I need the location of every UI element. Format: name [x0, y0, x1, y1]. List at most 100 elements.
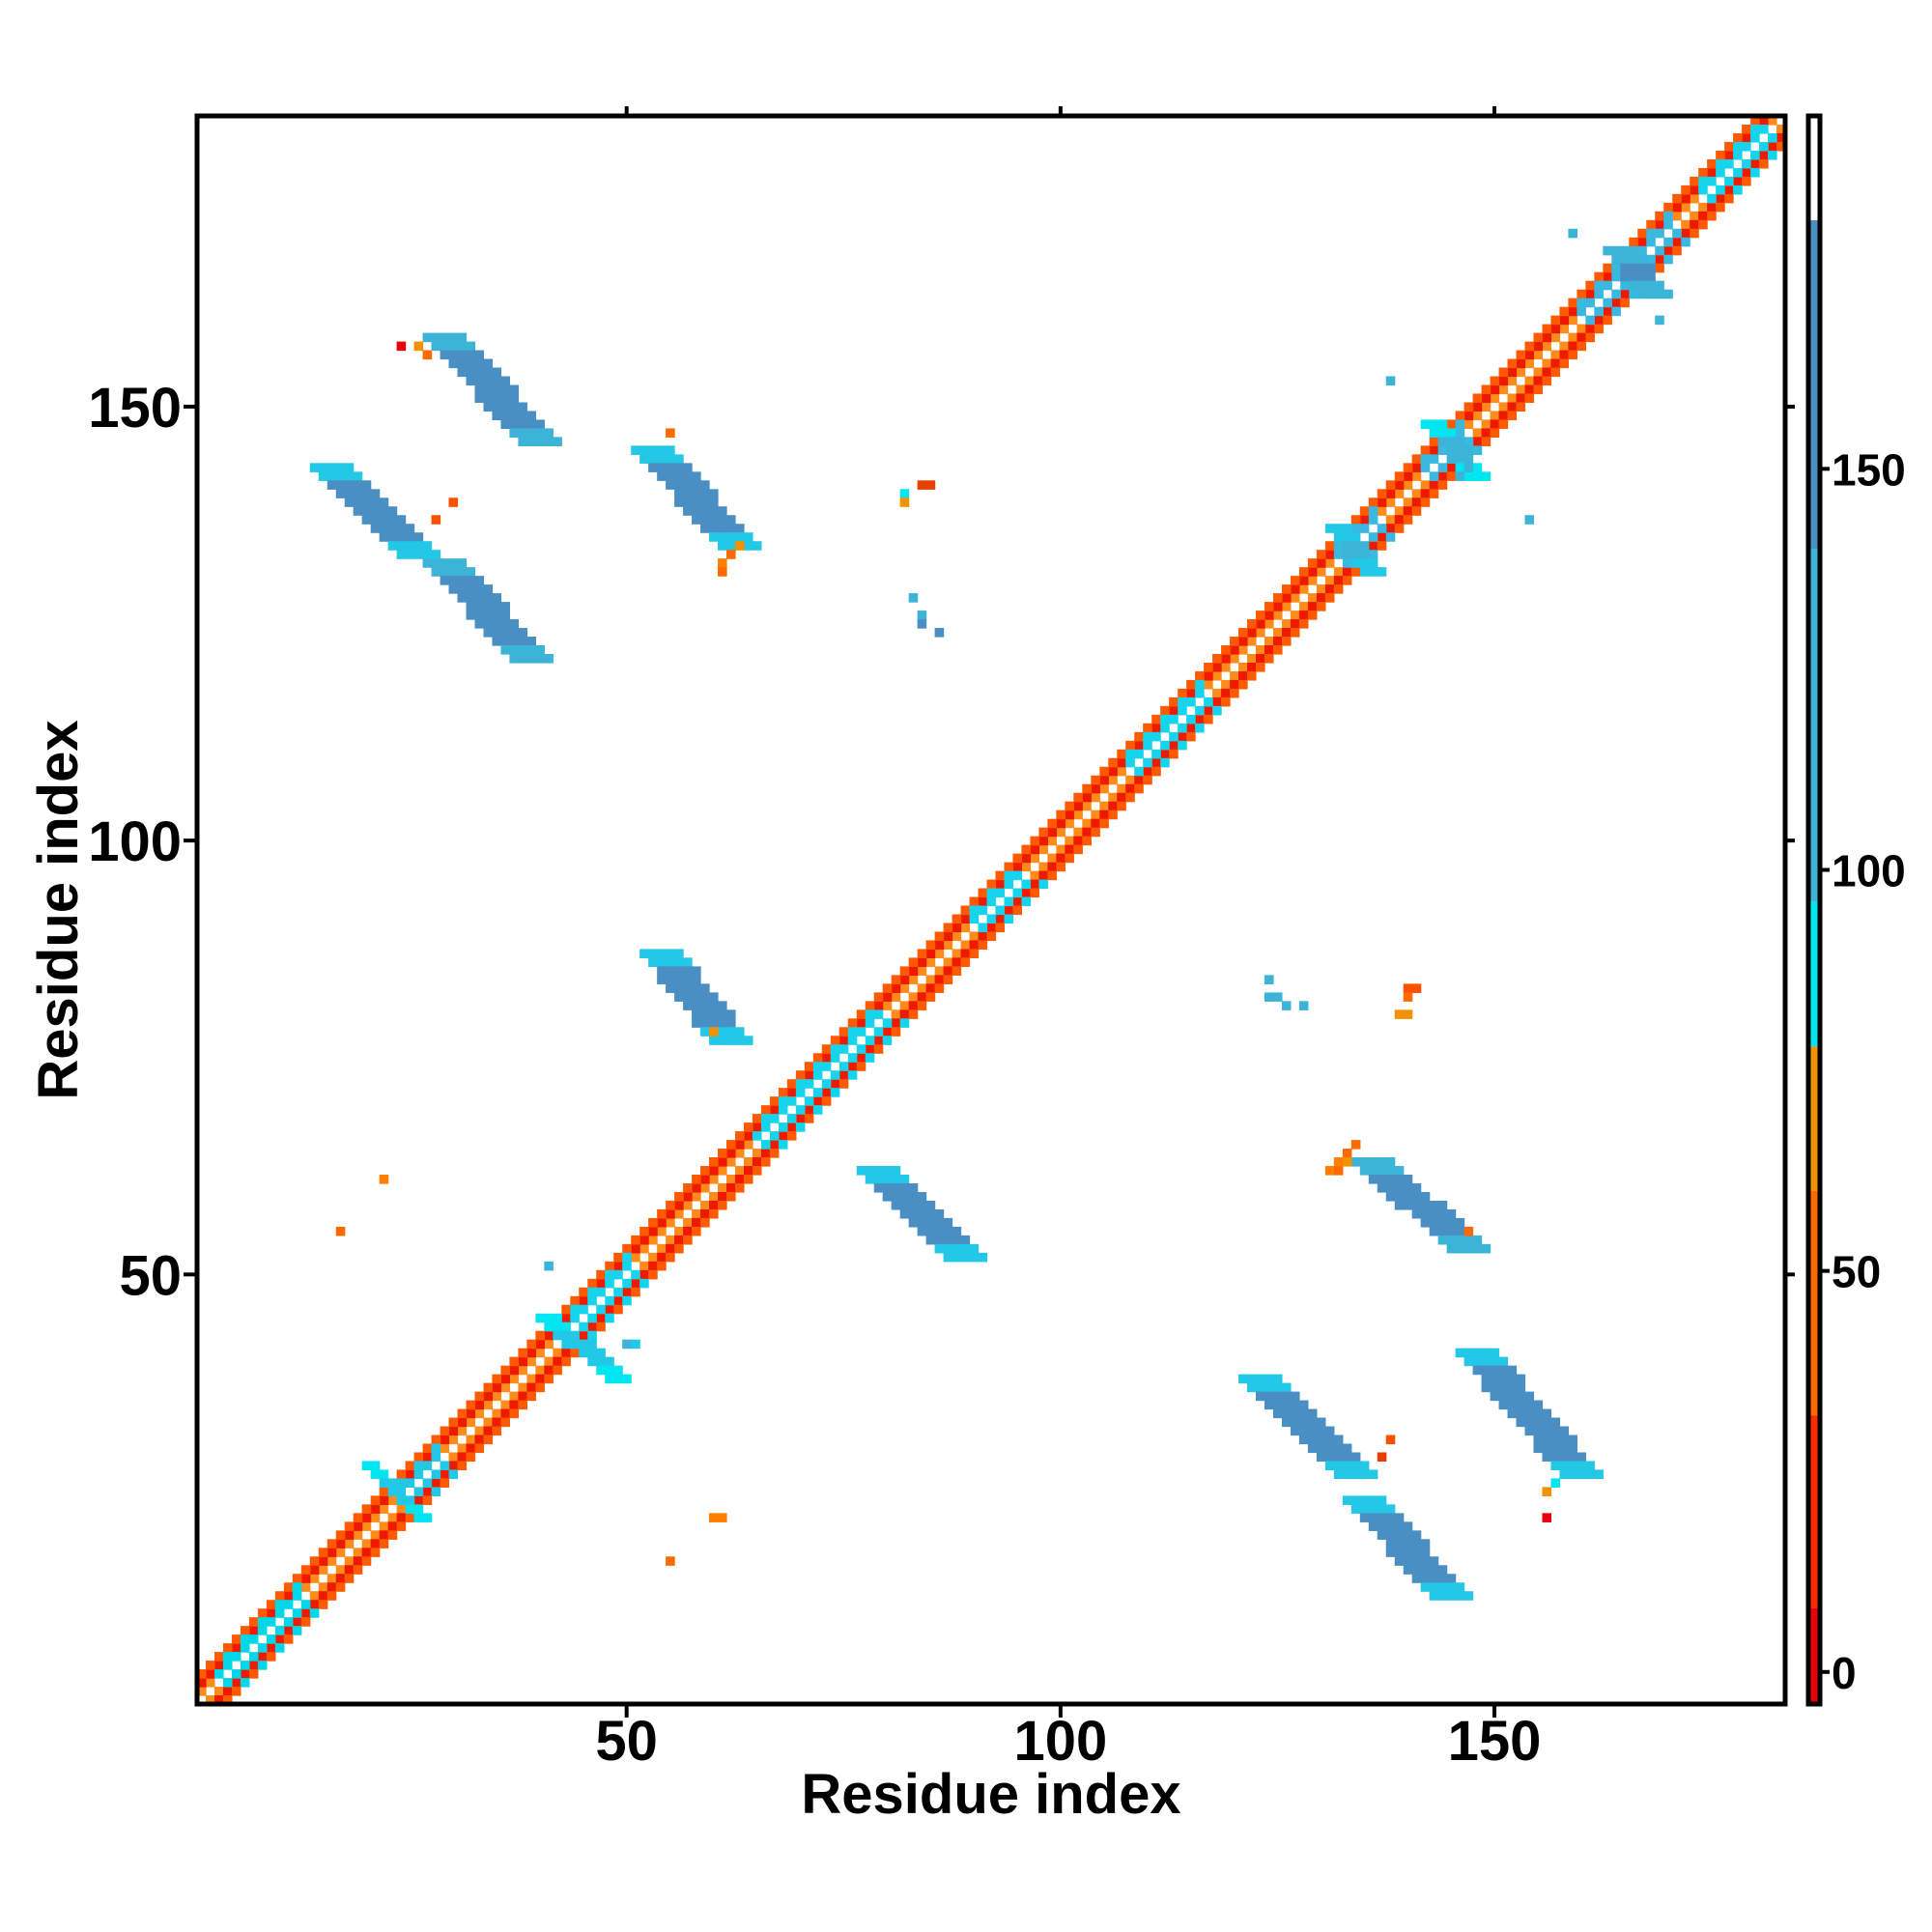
diagonal-cell: [622, 1243, 632, 1254]
strand-cell: [1585, 1461, 1595, 1471]
diagonal-cell: [1663, 211, 1673, 221]
diagonal-cell: [353, 1548, 363, 1557]
strand-cell: [1324, 1435, 1335, 1445]
diagonal-cell: [683, 1226, 693, 1236]
diagonal-cell: [1577, 332, 1586, 343]
strand-cell: [483, 376, 494, 386]
strand-cell: [1324, 1452, 1335, 1463]
strand-cell: [1437, 1591, 1448, 1601]
diagonal-cell: [1716, 158, 1725, 169]
strand-cell: [492, 611, 502, 620]
diagonal-cell: [709, 1166, 719, 1176]
strand-cell: [518, 637, 527, 646]
strand-cell: [648, 957, 658, 967]
strand-cell: [666, 957, 675, 967]
strand-cell: [509, 628, 519, 638]
strand-cell: [1411, 1208, 1422, 1219]
diagonal-cell: [1204, 679, 1213, 690]
diagonal-cell: [821, 1062, 832, 1071]
strand-cell: [1333, 1435, 1344, 1445]
strand-cell: [683, 506, 693, 516]
diagonal-cell: [1655, 211, 1664, 221]
diagonal-cell: [1134, 731, 1144, 742]
strand-cell: [1377, 567, 1387, 577]
diagonal-cell: [1733, 176, 1743, 186]
diagonal-cell: [526, 1339, 536, 1350]
diagonal-cell: [1082, 792, 1092, 803]
diagonal-cell: [344, 1539, 355, 1548]
strand-cell: [925, 1200, 936, 1210]
strand-cell: [1324, 1426, 1335, 1436]
strand-cell: [405, 532, 415, 542]
strand-cell: [692, 992, 701, 1002]
diagonal-cell: [309, 1591, 320, 1601]
strand-cell: [1472, 1356, 1483, 1367]
diagonal-cell: [335, 1565, 346, 1575]
diagonal-cell: [769, 1114, 780, 1123]
strand-cell: [1455, 1226, 1465, 1236]
strand-cell: [666, 983, 675, 993]
diagonal-cell: [1411, 497, 1422, 507]
strand-cell: [405, 524, 415, 533]
diagonal-cell: [1733, 132, 1743, 143]
diagonal-cell: [318, 1565, 328, 1575]
strand-cell: [526, 637, 536, 646]
diagonal-cell: [1690, 185, 1699, 195]
diagonal-cell: [431, 1452, 441, 1463]
diagonal-cell: [1316, 602, 1326, 611]
diagonal-cell: [1429, 489, 1439, 498]
diagonal-cell: [1125, 749, 1135, 759]
diagonal-cell: [1750, 158, 1760, 169]
diagonal-cell: [422, 1487, 433, 1496]
strand-cell: [700, 983, 710, 993]
strand-cell: [709, 992, 719, 1002]
strand-cell: [726, 1009, 736, 1019]
diagonal-cell: [379, 1539, 389, 1548]
strand-cell: [387, 532, 398, 542]
strand-cell: [1507, 1382, 1518, 1393]
diagonal-cell: [1507, 411, 1518, 421]
strand-cell: [1629, 280, 1638, 291]
strand-cell: [440, 576, 450, 585]
strand-cell: [526, 437, 536, 446]
diagonal-cell: [969, 940, 980, 951]
strand-cell: [466, 376, 476, 386]
diagonal-cell: [1195, 688, 1205, 698]
strand-cell: [396, 515, 407, 525]
diagonal-cell: [266, 1634, 276, 1644]
diagonal-cell: [1716, 167, 1725, 178]
diagonal-cell: [1316, 558, 1326, 568]
diagonal-cell: [274, 1626, 285, 1635]
strand-cell: [544, 437, 554, 446]
diagonal-cell: [934, 940, 945, 951]
strand-cell: [718, 1027, 727, 1037]
diagonal-cell: [1238, 670, 1248, 681]
diagonal-cell: [379, 1487, 389, 1496]
diagonal-cell: [1681, 193, 1690, 204]
strand-cell: [1446, 454, 1457, 464]
diagonal-cell: [448, 1426, 459, 1436]
diagonal-cell: [943, 931, 953, 942]
strand-cell: [1350, 1157, 1361, 1167]
strand-cell: [1385, 1157, 1396, 1167]
diagonal-cell: [1065, 853, 1074, 864]
diagonal-cell: [1742, 141, 1751, 152]
diagonal-cell: [847, 1036, 858, 1045]
diagonal-cell: [734, 1166, 745, 1176]
diagonal-cell: [830, 1070, 840, 1080]
strand-cell: [1611, 245, 1621, 256]
diagonal-cell: [1724, 150, 1734, 160]
strand-cell: [1264, 1382, 1274, 1393]
diagonal-cell: [1221, 645, 1231, 655]
diagonal-cell: [1759, 158, 1769, 169]
strand-cell: [865, 1175, 875, 1184]
diagonal-cell: [873, 1036, 884, 1045]
diagonal-cell: [605, 1269, 614, 1280]
diagonal-cell: [553, 1365, 562, 1376]
diagonal-cell: [666, 1252, 675, 1263]
contact-point: [1333, 1157, 1344, 1167]
diagonal-cell: [1091, 810, 1100, 820]
diagonal-cell: [760, 1105, 771, 1115]
diagonal-cell: [1230, 637, 1239, 646]
strand-cell: [1533, 1408, 1544, 1419]
